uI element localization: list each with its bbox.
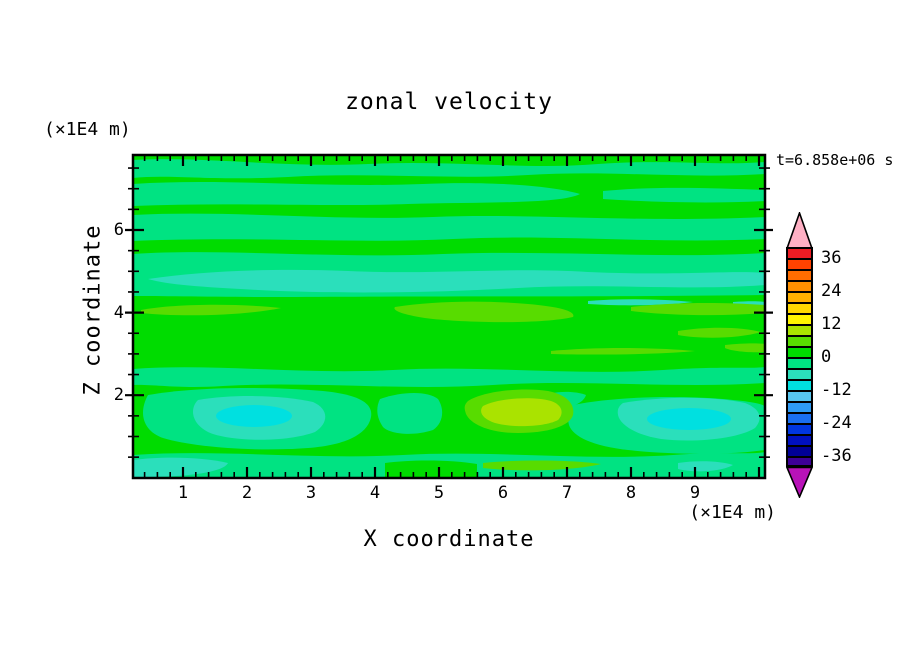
colorbar-segment [786,412,813,423]
x-tick-label: 9 [689,483,701,503]
contour-region [603,187,765,203]
contour-region [216,405,292,427]
colorbar-segment [786,280,813,291]
colorbar-segment [786,247,813,258]
colorbar-tick-label: -36 [821,446,852,466]
contour-region [385,460,477,478]
y-tick-label: 4 [113,303,124,323]
x-tick-label: 1 [177,483,189,503]
contour-field [133,155,765,478]
colorbar-segment [786,401,813,412]
colorbar-segment [786,445,813,456]
colorbar-segment [786,346,813,357]
colorbar-tick-label: -12 [821,380,852,400]
contour-region [133,367,765,387]
x-tick-label: 7 [561,483,573,503]
colorbar-segment [786,456,813,467]
x-tick-label: 4 [369,483,381,503]
contour-region [377,393,443,434]
contour-plot [125,153,773,480]
colorbar-segment [786,291,813,302]
contour-region [725,343,765,353]
y-axis-unit-label: (×1E4 m) [44,119,131,140]
y-tick-label: 6 [113,220,124,240]
colorbar-segment [786,302,813,313]
contour-region [588,299,693,306]
colorbar-tick-label: 24 [821,281,842,301]
colorbar-under-arrow [786,467,813,498]
colorbar-tick-label: -24 [821,413,852,433]
colorbar-over-arrow [786,212,813,249]
colorbar-segments [786,247,813,467]
contour-region [678,327,761,338]
contour-region [481,398,562,427]
colorbar-segment [786,423,813,434]
colorbar-segment [786,357,813,368]
x-tick-label: 2 [241,483,253,503]
colorbar-segment [786,258,813,269]
colorbar-segment [786,335,813,346]
x-tick-label: 6 [497,483,509,503]
contour-region [133,159,765,179]
x-tick-label: 3 [305,483,317,503]
x-axis-unit-label: (×1E4 m) [689,502,776,523]
colorbar-segment [786,390,813,401]
colorbar-segment [786,434,813,445]
contour-region [678,461,733,472]
contour-region [647,408,731,430]
colorbar-tick-label: 12 [821,314,842,334]
x-tick-label: 5 [433,483,445,503]
colorbar-segment [786,324,813,335]
colorbar-segment [786,269,813,280]
contour-region [551,348,695,355]
plot-title: zonal velocity [345,89,553,115]
x-axis-title: X coordinate [363,527,535,552]
colorbar-segment [786,368,813,379]
contour-region [483,460,601,471]
colorbar-segment [786,313,813,324]
colorbar-tick-label: 0 [821,347,832,367]
y-tick-label: 2 [113,385,124,405]
colorbar-segment [786,379,813,390]
plot-frame [131,153,767,480]
time-label: t=6.858e+06 s [776,151,894,169]
contour-region [631,302,765,316]
x-tick-label: 8 [625,483,637,503]
contour-region [141,304,281,316]
contour-region [133,182,580,206]
colorbar-tick-label: 36 [821,248,842,268]
contour-region [394,301,574,323]
contour-region [133,213,765,241]
contour-region [148,269,765,293]
